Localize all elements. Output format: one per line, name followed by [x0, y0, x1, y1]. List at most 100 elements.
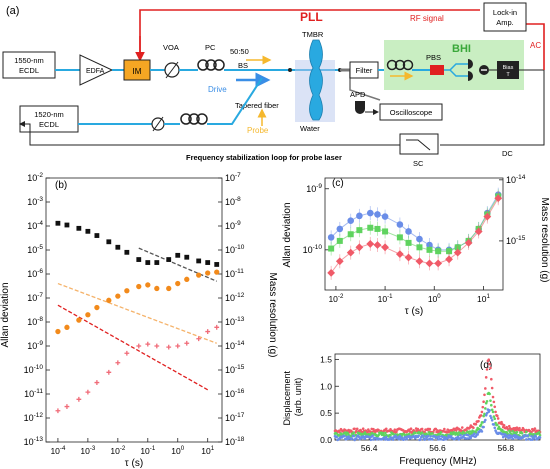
d-point: [488, 409, 491, 412]
b-point: [166, 285, 172, 292]
pbs-block: [430, 65, 444, 75]
b-point: [205, 270, 211, 276]
b-point: [94, 380, 100, 385]
d-point: [480, 410, 484, 414]
plot-b-right-ticks: 10-7 10-8 10-9 10-10 10-11 10-12 10-13 10-14 10-…: [218, 172, 245, 447]
b-point: [115, 293, 121, 299]
d-point: [443, 427, 446, 431]
laser-1520-line1: 1520-nm: [34, 110, 64, 119]
c-point: [416, 235, 423, 243]
b-point: [136, 283, 142, 290]
b-point: [166, 257, 172, 262]
d-point: [490, 416, 493, 420]
b-ytick-label: 10-8: [27, 316, 43, 327]
d-point: [402, 438, 406, 441]
d-point: [384, 435, 388, 439]
panel-label-b: (b): [55, 180, 67, 191]
lockin-line2: Amp.: [496, 18, 514, 27]
panel-label-a: (a): [6, 5, 19, 17]
b-point: [106, 239, 112, 245]
d-point: [526, 434, 530, 437]
pbs-split-lines: [444, 63, 468, 77]
b-point: [145, 260, 151, 265]
d-point: [377, 433, 380, 437]
filter-label: Filter: [356, 66, 373, 75]
d-point: [456, 435, 460, 439]
d-point: [428, 427, 432, 431]
voa-label: VOA: [163, 43, 179, 52]
d-point: [419, 438, 422, 441]
d-point: [484, 413, 488, 417]
c-point: [336, 237, 343, 244]
d-point: [460, 426, 464, 429]
d-point: [520, 431, 524, 435]
d-point: [532, 437, 536, 440]
plot-c-xlabel: τ (s): [405, 306, 423, 317]
c-point: [404, 253, 413, 262]
b-ytick-r-label: 10-8: [225, 196, 241, 207]
b-point: [154, 343, 160, 349]
c-point: [374, 211, 381, 218]
b-point: [55, 328, 61, 335]
d-point: [487, 358, 491, 361]
d-point: [472, 432, 476, 435]
oscilloscope-label: Oscilloscope: [390, 108, 433, 117]
d-point: [391, 438, 395, 441]
d-point: [483, 393, 486, 397]
b-point: [136, 343, 142, 349]
water-label: Water: [300, 124, 320, 133]
d-point: [420, 427, 424, 431]
b-xtick-label: 10-1: [140, 445, 156, 456]
c-point: [446, 248, 453, 255]
b-ytick-r-label: 10-17: [225, 412, 245, 423]
d-xtick-label: 56.4: [361, 443, 378, 453]
b-point: [106, 297, 112, 303]
b-ytick-label: 10-7: [27, 292, 43, 303]
c-point: [415, 257, 424, 266]
b-point: [145, 341, 151, 347]
lockin-line1: Lock-in: [493, 8, 517, 17]
plot-b-x-ticks: 10-4 10-3 10-2 10-1 100 101: [50, 438, 215, 456]
d-point: [429, 435, 432, 438]
d-point: [437, 435, 441, 438]
c-point: [356, 227, 363, 234]
b-ytick-r-label: 10-10: [225, 244, 245, 255]
c-point: [453, 248, 462, 257]
b-point: [85, 389, 91, 395]
d-point: [484, 401, 488, 405]
d-point: [488, 362, 491, 366]
plot-d-ylabel-line1: Displacement: [282, 371, 292, 426]
d-point: [484, 376, 488, 379]
b-point: [166, 344, 172, 350]
bs-label: BS: [238, 61, 248, 70]
bs-ratio-label: 50:50: [230, 47, 249, 56]
b-ytick-label: 10-10: [24, 364, 44, 375]
b-ytick-r-label: 10-18: [225, 436, 245, 447]
d-point: [431, 438, 434, 441]
d-point: [491, 410, 495, 414]
c-xtick-label: 10-1: [378, 293, 394, 304]
c-point: [327, 234, 335, 241]
c-point: [395, 250, 404, 259]
b-point: [124, 249, 130, 255]
d-point: [423, 430, 426, 434]
d-point: [484, 418, 487, 422]
schematic-panel: (a) PLL RF signal AC Lock-in Amp. 1550-n…: [2, 2, 545, 168]
c-point: [425, 259, 434, 268]
b-ytick-r-label: 10-11: [225, 268, 244, 279]
pbs-label: PBS: [426, 53, 441, 62]
d-point: [393, 428, 397, 431]
b-xtick-label: 100: [171, 445, 184, 456]
b-ytick-r-label: 10-9: [225, 220, 241, 231]
c-point: [474, 227, 483, 236]
d-point: [493, 405, 497, 409]
balanced-detector-2: [468, 71, 473, 81]
ac-line: [520, 23, 545, 60]
plot-c-right-ticks: 10-14 10-15: [499, 174, 526, 246]
d-point: [496, 417, 500, 420]
b-ytick-r-label: 10-15: [225, 364, 245, 375]
d-point: [511, 437, 514, 440]
panel-label-c: (c): [332, 178, 344, 189]
d-point: [476, 433, 479, 436]
d-point: [534, 435, 538, 438]
